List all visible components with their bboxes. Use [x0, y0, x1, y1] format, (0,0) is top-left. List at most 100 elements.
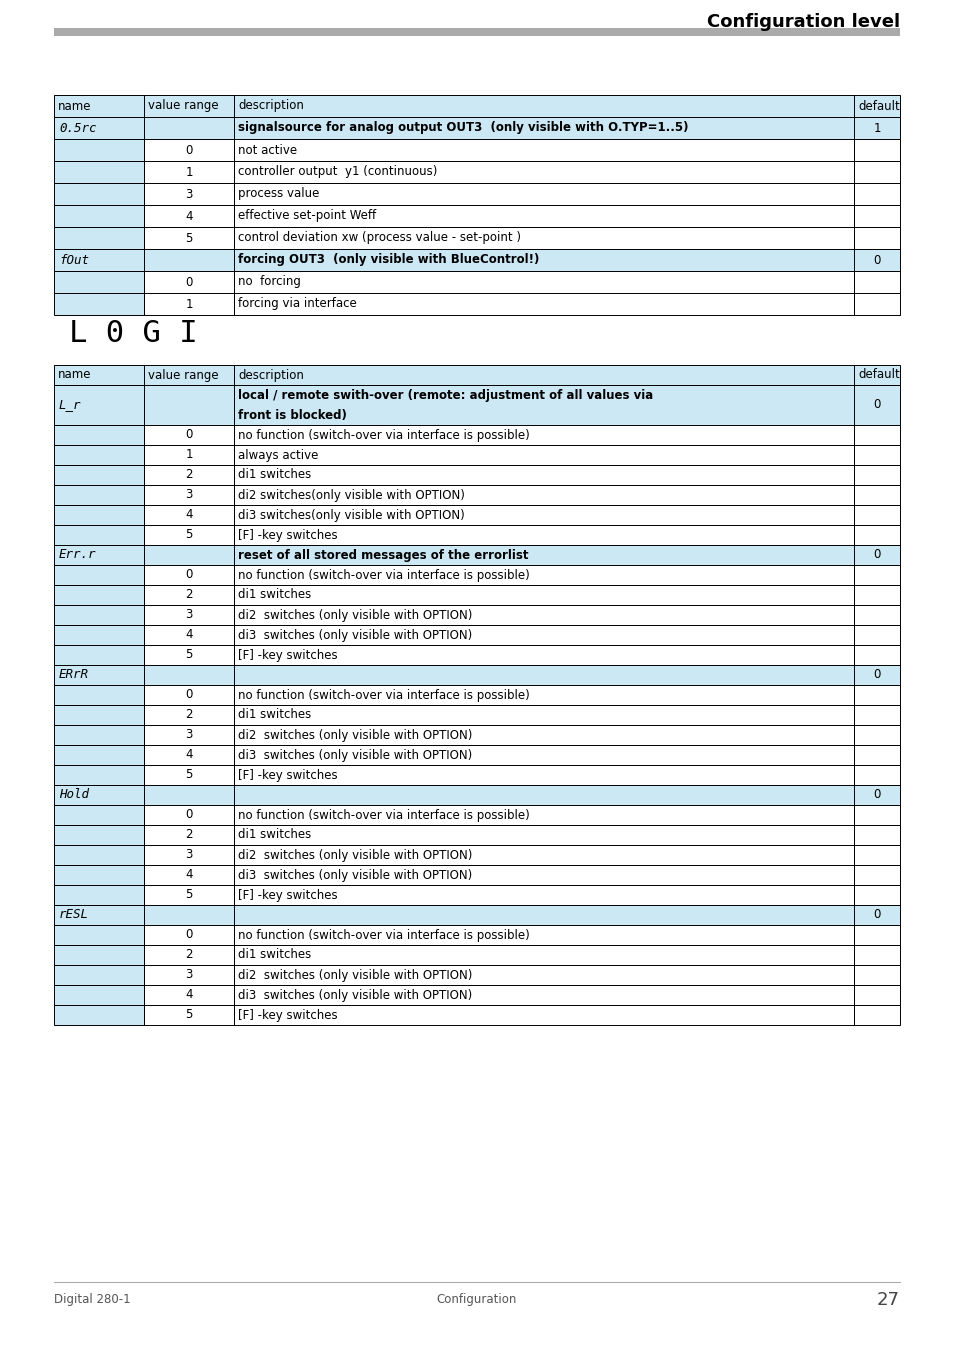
Text: [F] -key switches: [F] -key switches — [237, 1008, 337, 1022]
Text: description: description — [237, 369, 304, 382]
Text: 5: 5 — [185, 528, 193, 541]
Bar — [853, 293, 899, 315]
Bar — [233, 705, 853, 725]
Text: 0: 0 — [872, 668, 880, 682]
Bar — [233, 525, 853, 545]
Text: L 0 G I: L 0 G I — [69, 319, 197, 347]
Bar — [54, 385, 899, 425]
Text: 1: 1 — [872, 122, 880, 135]
Bar — [144, 485, 233, 505]
Bar — [144, 886, 233, 904]
Text: control deviation xw (process value - set-point ): control deviation xw (process value - se… — [237, 231, 520, 244]
Bar — [54, 585, 144, 605]
Bar — [853, 227, 899, 248]
Text: description: description — [237, 100, 304, 112]
Text: 0: 0 — [185, 809, 193, 822]
Text: forcing OUT3  (only visible with BlueControl!): forcing OUT3 (only visible with BlueCont… — [237, 254, 538, 266]
Text: 5: 5 — [185, 1008, 193, 1022]
Bar — [144, 805, 233, 825]
Bar — [54, 139, 144, 161]
Text: 0: 0 — [872, 909, 880, 922]
Bar — [54, 645, 144, 666]
Bar — [54, 566, 144, 585]
Bar — [233, 745, 853, 765]
Text: 0: 0 — [185, 143, 193, 157]
Bar — [233, 765, 853, 784]
Bar — [144, 161, 233, 184]
Text: rESL: rESL — [59, 909, 89, 922]
Text: default: default — [857, 369, 899, 382]
Bar — [853, 161, 899, 184]
Bar — [233, 227, 853, 248]
Bar — [144, 425, 233, 446]
Bar — [144, 271, 233, 293]
Text: name: name — [58, 369, 91, 382]
Bar — [54, 925, 144, 945]
Text: controller output  y1 (continuous): controller output y1 (continuous) — [237, 166, 436, 178]
Bar — [144, 945, 233, 965]
Text: 2: 2 — [185, 589, 193, 602]
Text: 3: 3 — [185, 489, 193, 501]
Bar — [853, 525, 899, 545]
Text: [F] -key switches: [F] -key switches — [237, 888, 337, 902]
Bar — [853, 1004, 899, 1025]
Bar — [54, 865, 144, 886]
Bar — [853, 271, 899, 293]
Bar — [853, 805, 899, 825]
Text: 1: 1 — [185, 448, 193, 462]
Bar — [54, 205, 144, 227]
Text: 0.5rc: 0.5rc — [59, 122, 96, 135]
Text: 1: 1 — [185, 297, 193, 310]
Bar — [144, 227, 233, 248]
Text: di2  switches (only visible with OPTION): di2 switches (only visible with OPTION) — [237, 729, 472, 741]
Bar — [54, 784, 899, 805]
Text: Hold: Hold — [59, 788, 89, 802]
Bar — [233, 425, 853, 446]
Bar — [233, 945, 853, 965]
Bar — [233, 585, 853, 605]
Text: 3: 3 — [185, 188, 193, 201]
Bar — [54, 117, 899, 139]
Text: 0: 0 — [872, 788, 880, 802]
Bar — [233, 925, 853, 945]
Text: 0: 0 — [185, 929, 193, 941]
Bar — [853, 485, 899, 505]
Text: di2  switches (only visible with OPTION): di2 switches (only visible with OPTION) — [237, 849, 472, 861]
Bar — [144, 845, 233, 865]
Bar — [144, 605, 233, 625]
Bar — [144, 684, 233, 705]
Text: Digital 280-1: Digital 280-1 — [54, 1293, 131, 1307]
Bar — [853, 645, 899, 666]
Bar — [54, 886, 144, 904]
Bar — [233, 886, 853, 904]
Bar — [233, 645, 853, 666]
Bar — [54, 745, 144, 765]
Text: 5: 5 — [185, 768, 193, 782]
Bar — [54, 95, 899, 117]
Bar — [233, 986, 853, 1004]
Bar — [853, 684, 899, 705]
Text: di2  switches (only visible with OPTION): di2 switches (only visible with OPTION) — [237, 968, 472, 981]
Bar — [853, 986, 899, 1004]
Text: Configuration level: Configuration level — [706, 14, 899, 31]
Bar — [54, 605, 144, 625]
Text: value range: value range — [148, 100, 218, 112]
Text: Err.r: Err.r — [59, 548, 96, 562]
Bar — [54, 271, 144, 293]
Text: not active: not active — [237, 143, 296, 157]
Text: 5: 5 — [185, 231, 193, 244]
Bar — [54, 227, 144, 248]
Bar — [144, 986, 233, 1004]
Text: 2: 2 — [185, 468, 193, 482]
Bar — [54, 545, 899, 566]
Bar — [144, 446, 233, 464]
Bar — [144, 865, 233, 886]
Text: di3  switches (only visible with OPTION): di3 switches (only visible with OPTION) — [237, 748, 472, 761]
Bar — [853, 825, 899, 845]
Bar — [233, 161, 853, 184]
Bar — [144, 645, 233, 666]
Text: 0: 0 — [185, 275, 193, 289]
Bar — [233, 485, 853, 505]
Bar — [853, 446, 899, 464]
Bar — [54, 705, 144, 725]
